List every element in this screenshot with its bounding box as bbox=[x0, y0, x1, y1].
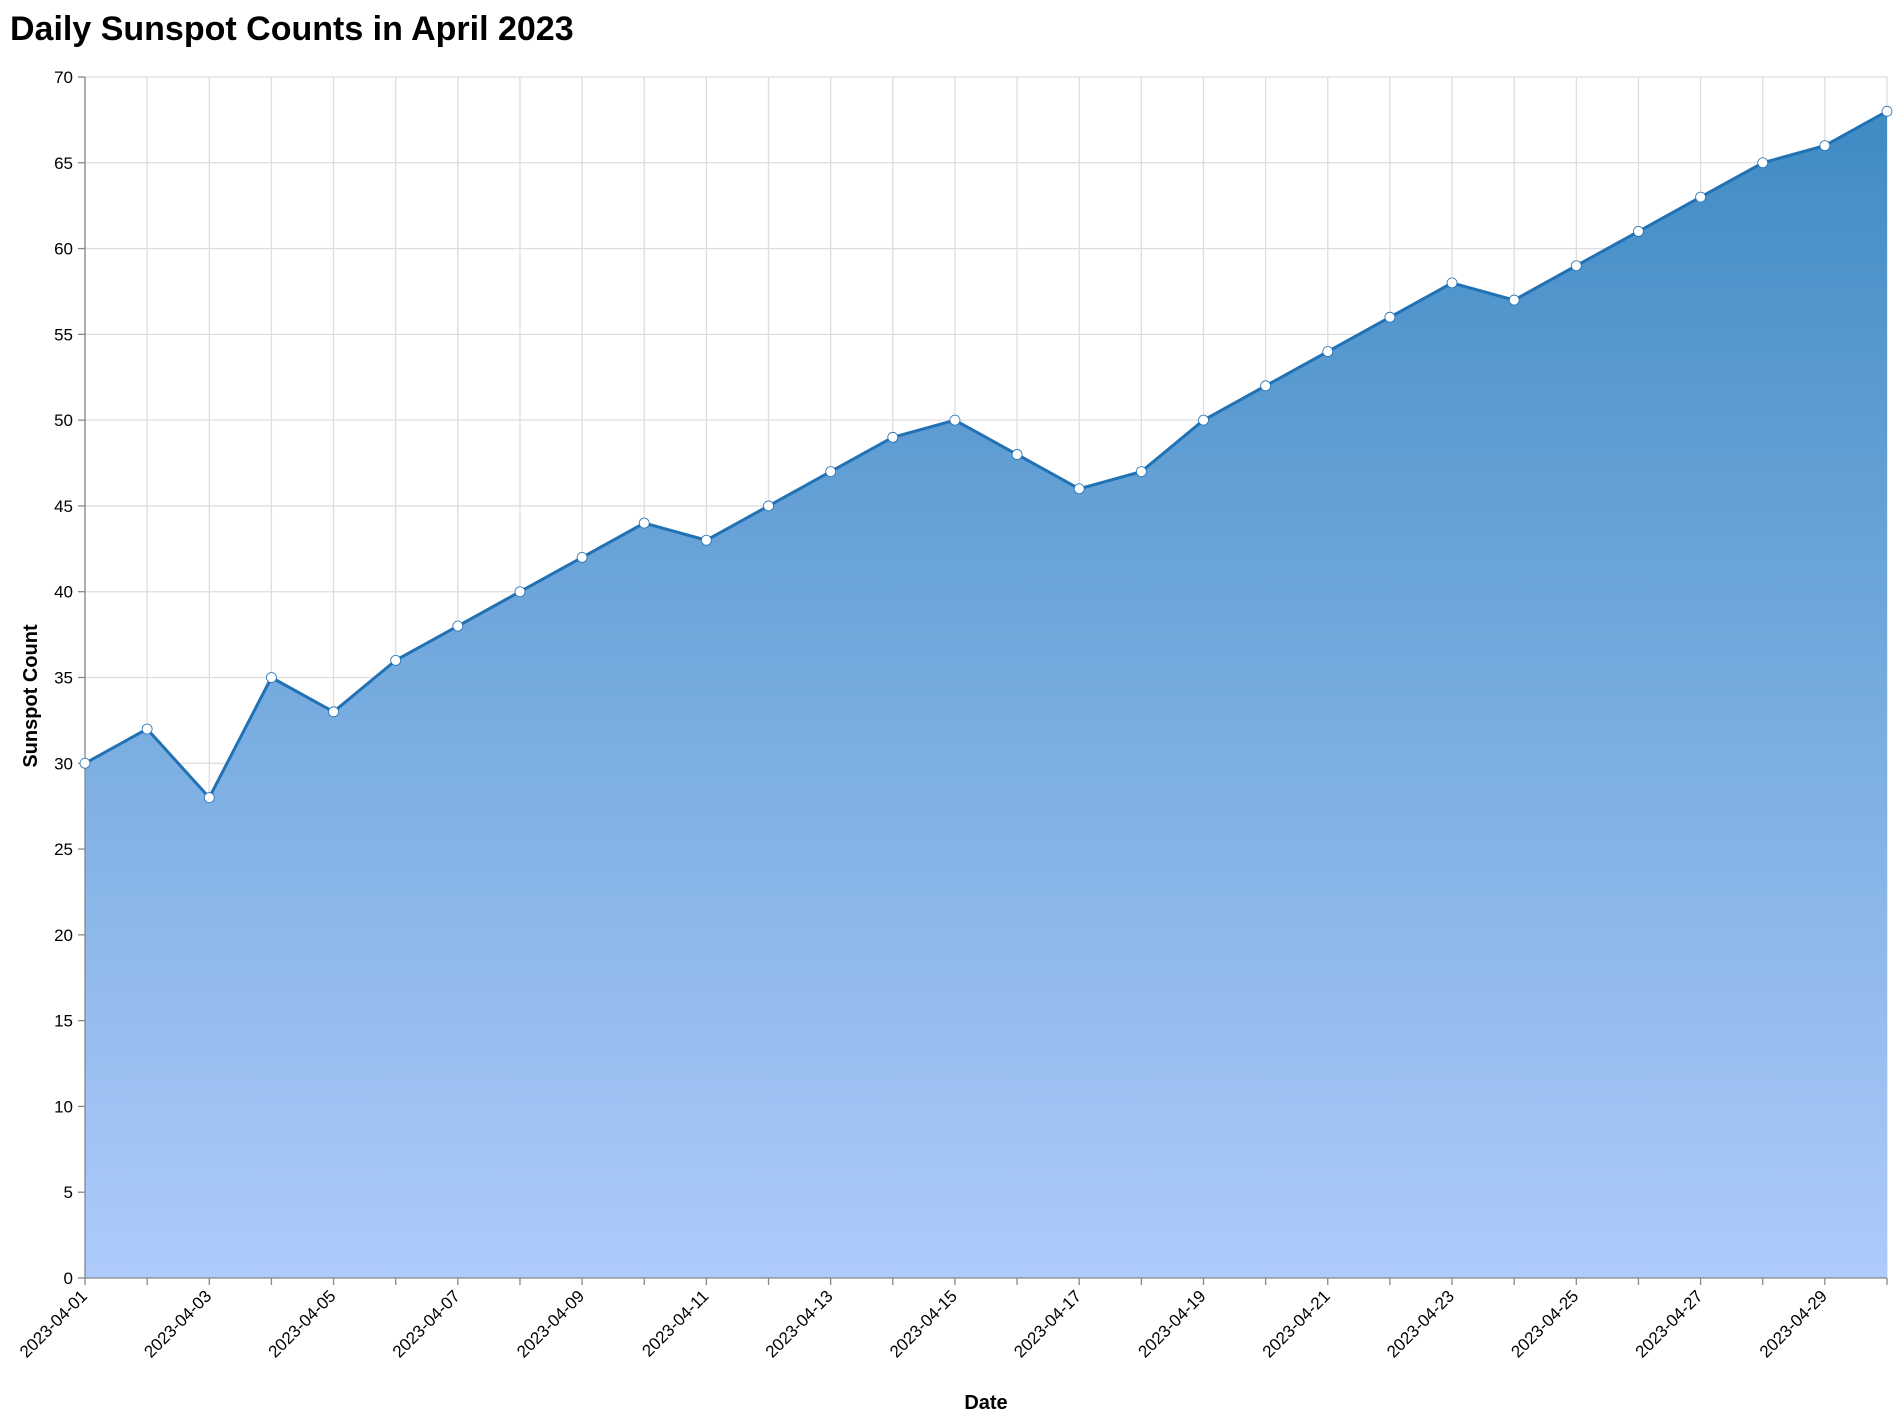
x-tick-label: 2023-04-25 bbox=[1507, 1287, 1582, 1362]
data-point[interactable] bbox=[514, 586, 526, 598]
data-point[interactable] bbox=[79, 757, 91, 769]
x-tick-label: 2023-04-09 bbox=[513, 1287, 588, 1362]
y-tick-label: 25 bbox=[54, 840, 73, 859]
x-tick-label: 2023-04-19 bbox=[1135, 1287, 1210, 1362]
x-axis-title: Date bbox=[964, 1392, 1007, 1414]
y-tick-label: 40 bbox=[54, 583, 73, 602]
data-point[interactable] bbox=[1446, 277, 1458, 289]
data-point[interactable] bbox=[949, 414, 961, 426]
data-point[interactable] bbox=[1322, 346, 1334, 357]
data-point[interactable] bbox=[328, 706, 339, 718]
data-point[interactable] bbox=[390, 654, 402, 666]
data-point[interactable] bbox=[1011, 449, 1023, 460]
chart-title: Daily Sunspot Counts in April 2023 bbox=[10, 10, 574, 48]
data-point[interactable] bbox=[1633, 226, 1644, 237]
x-tick-label: 2023-04-29 bbox=[1756, 1287, 1831, 1362]
data-point[interactable] bbox=[1260, 380, 1272, 392]
data-point[interactable] bbox=[1508, 294, 1520, 306]
y-tick-label: 65 bbox=[54, 154, 73, 173]
data-point[interactable] bbox=[141, 723, 153, 735]
y-tick-label: 10 bbox=[54, 1097, 73, 1116]
x-tick-label: 2023-04-21 bbox=[1259, 1287, 1334, 1362]
area-layer bbox=[84, 110, 1888, 1278]
data-point[interactable] bbox=[1881, 105, 1893, 117]
y-tick-label: 50 bbox=[54, 411, 73, 430]
x-tick-label: 2023-04-27 bbox=[1632, 1287, 1707, 1362]
data-point[interactable] bbox=[825, 466, 837, 478]
points-layer bbox=[79, 105, 1893, 803]
x-tick-label: 2023-04-01 bbox=[16, 1287, 91, 1362]
data-point[interactable] bbox=[1135, 466, 1147, 478]
data-point[interactable] bbox=[576, 552, 588, 563]
area-fill bbox=[85, 111, 1887, 1278]
x-tick-label: 2023-04-11 bbox=[638, 1287, 712, 1361]
data-point[interactable] bbox=[1073, 483, 1085, 495]
x-tick-label: 2023-04-03 bbox=[140, 1287, 215, 1362]
y-tick-label: 0 bbox=[64, 1269, 73, 1288]
data-point[interactable] bbox=[1819, 140, 1831, 152]
data-point[interactable] bbox=[763, 500, 774, 512]
y-tick-label: 60 bbox=[54, 240, 73, 259]
data-point[interactable] bbox=[887, 431, 899, 443]
y-tick-label: 70 bbox=[54, 68, 73, 87]
data-point[interactable] bbox=[1570, 260, 1582, 272]
data-point[interactable] bbox=[1757, 157, 1769, 169]
data-point[interactable] bbox=[266, 672, 277, 683]
y-tick-label: 20 bbox=[54, 926, 73, 945]
y-tick-label: 55 bbox=[54, 325, 73, 344]
y-tick-label: 15 bbox=[54, 1012, 73, 1031]
y-tick-label: 45 bbox=[54, 497, 73, 516]
data-point[interactable] bbox=[1384, 311, 1396, 323]
x-tick-label: 2023-04-15 bbox=[886, 1287, 961, 1362]
data-point[interactable] bbox=[1198, 414, 1209, 426]
y-tick-label: 30 bbox=[54, 754, 73, 773]
y-tick-label: 35 bbox=[54, 669, 73, 688]
x-tick-label: 2023-04-23 bbox=[1383, 1287, 1458, 1362]
y-axis-title: Sunspot Count bbox=[20, 624, 42, 768]
data-point[interactable] bbox=[1695, 191, 1706, 203]
x-tick-label: 2023-04-17 bbox=[1010, 1287, 1085, 1362]
data-point[interactable] bbox=[452, 620, 464, 632]
data-point[interactable] bbox=[203, 792, 215, 803]
x-tick-label: 2023-04-07 bbox=[389, 1287, 464, 1362]
y-tick-label: 5 bbox=[64, 1183, 73, 1202]
x-tick-label: 2023-04-13 bbox=[762, 1287, 837, 1362]
x-tick-label: 2023-04-05 bbox=[265, 1287, 340, 1362]
series-line bbox=[84, 110, 1888, 800]
data-point[interactable] bbox=[638, 517, 650, 529]
data-point[interactable] bbox=[700, 534, 712, 546]
